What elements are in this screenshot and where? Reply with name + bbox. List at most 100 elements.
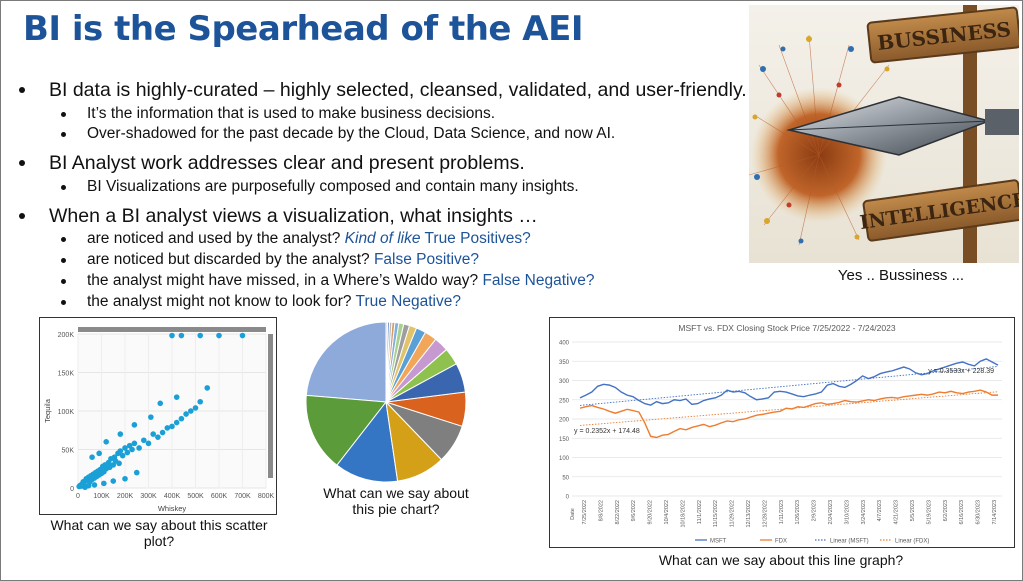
line-x-tick: 8/8/2022 (598, 500, 604, 521)
scatter-point (159, 429, 166, 436)
line-x-tick: 8/22/2022 (615, 500, 621, 524)
line-x-tick: 4/21/2023 (894, 500, 900, 524)
scatter-point (183, 411, 189, 417)
line-x-tick: 1/11/2023 (779, 500, 785, 524)
scatter-point (133, 469, 140, 476)
scatter-point (129, 446, 135, 453)
scatter-x-label: Whiskey (158, 504, 187, 513)
scatter-point (116, 460, 122, 467)
msft-trend-equation: y = 0.3533x + 228.39 (928, 368, 994, 375)
scatter-point (164, 425, 171, 431)
line-x-tick: 5/19/2023 (926, 500, 932, 524)
line-y-tick: 300 (559, 379, 570, 385)
scatter-point (178, 332, 185, 339)
line-x-tick: 11/15/2022 (713, 500, 719, 527)
line-x-tick: 10/4/2022 (664, 500, 670, 524)
line-x-tick: 3/10/2023 (844, 500, 850, 524)
pie-slice (385, 321, 388, 403)
scatter-caption: What can we say about this scatter plot? (50, 517, 268, 549)
scatter-point (204, 385, 211, 391)
scatter-point (157, 400, 164, 407)
msft-series-line (579, 358, 999, 406)
bullet-3-sub-4-text: the analyst might not know to look for? … (87, 293, 461, 311)
scatter-side-bar (268, 334, 273, 478)
slide-title: BI is the Spearhead of the AEI (23, 9, 584, 49)
fdx-series-line-trendline (579, 391, 999, 426)
line-x-tick: 5/5/2023 (910, 500, 916, 521)
line-y-tick: 400 (559, 341, 570, 347)
spearhead (786, 96, 1019, 156)
bullet-dot (61, 258, 66, 263)
scatter-point (117, 431, 124, 437)
scatter-point (169, 423, 175, 430)
bullet-dot (61, 132, 66, 137)
scatter-point (169, 332, 175, 339)
sub-text: are noticed and used by the analyst? (87, 230, 345, 247)
fdx-trend-equation: y = 0.2352x + 174.48 (574, 428, 640, 435)
scatter-point (122, 445, 128, 451)
line-x-tick: 11/1/2022 (697, 500, 703, 524)
accent-text: True Negative? (355, 293, 461, 310)
bullet-dot (19, 87, 25, 93)
scatter-point (192, 405, 199, 411)
scatter-y-tick: 150K (58, 371, 75, 378)
scatter-point (188, 408, 194, 414)
scatter-y-label: Tequila (43, 398, 52, 423)
fdx-series-line (579, 389, 998, 439)
msft-series-line-trendline (579, 366, 999, 406)
scatter-x-tick: 500K (187, 493, 204, 500)
line-x-tick: 12/28/2022 (762, 500, 768, 528)
line-y-tick: 250 (559, 398, 570, 404)
line-x-tick: 6/16/2023 (959, 500, 965, 524)
line-x-tick: 9/20/2022 (648, 500, 654, 524)
scatter-point (136, 445, 142, 451)
scatter-point (197, 398, 203, 405)
scatter-point (178, 415, 185, 422)
scatter-x-tick: 200K (117, 493, 134, 500)
bullet-dot (61, 300, 66, 305)
accent-text: False Positive? (373, 251, 480, 268)
line-x-tick: 6/2/2023 (943, 500, 949, 521)
bullet-dot (61, 279, 66, 284)
line-x-tick: 7/14/2023 (992, 500, 998, 524)
spearhead-illustration: BUSSINESS INTELLIGENCE (749, 5, 1019, 263)
line-x-axis-label: Date (570, 508, 576, 520)
scatter-point (122, 475, 128, 482)
scatter-point (91, 482, 98, 488)
line-x-tick: 9/6/2022 (631, 500, 637, 521)
scatter-panel: 0 50K 100K 150K 200K 0 100K 200K 300K 400K 500K 600… (39, 317, 277, 515)
line-y-tick: 0 (566, 495, 570, 501)
line-title: MSFT vs. FDX Closing Stock Price 7/25/20… (678, 323, 895, 333)
pie-slice (305, 321, 387, 403)
bullet-dot (61, 237, 66, 242)
accent-text: True Positives? (420, 230, 531, 247)
legend-label: MSFT (710, 539, 727, 545)
signpost: BUSSINESS INTELLIGENCE (858, 5, 1019, 263)
line-x-tick: 4/7/2023 (877, 500, 883, 521)
bullet-1-sub-2-text: Over-shadowed for the past decade by the… (87, 125, 616, 142)
line-x-tick: 2/24/2023 (828, 500, 834, 524)
pie-slice (336, 400, 399, 483)
scatter-y-tick: 200K (58, 332, 75, 339)
bullet-3-sub-2-text: are noticed but discarded by the analyst… (87, 251, 479, 269)
scatter-point (89, 454, 95, 460)
scatter-y-tick: 50K (62, 448, 75, 455)
pie-chart (305, 321, 467, 483)
line-y-tick: 350 (559, 360, 570, 366)
legend-label: FDX (775, 539, 787, 545)
scatter-y-tick: 0 (70, 486, 74, 493)
accent-italic-text: Kind of like (344, 230, 421, 247)
bullet-3-text: When a BI analyst views a visualization,… (49, 205, 538, 227)
scatter-point (119, 452, 126, 459)
scatter-point (155, 434, 161, 440)
bullet-dot (19, 213, 25, 219)
line-caption: What can we say about this line graph? (658, 552, 904, 568)
scatter-point (117, 448, 124, 454)
line-y-tick: 50 (562, 475, 569, 481)
line-x-tick: 12/13/2022 (746, 500, 752, 528)
legend-label: Linear (MSFT) (830, 539, 869, 545)
line-y-tick: 150 (559, 437, 570, 443)
scatter-point (216, 332, 222, 339)
line-y-tick: 100 (559, 456, 570, 462)
